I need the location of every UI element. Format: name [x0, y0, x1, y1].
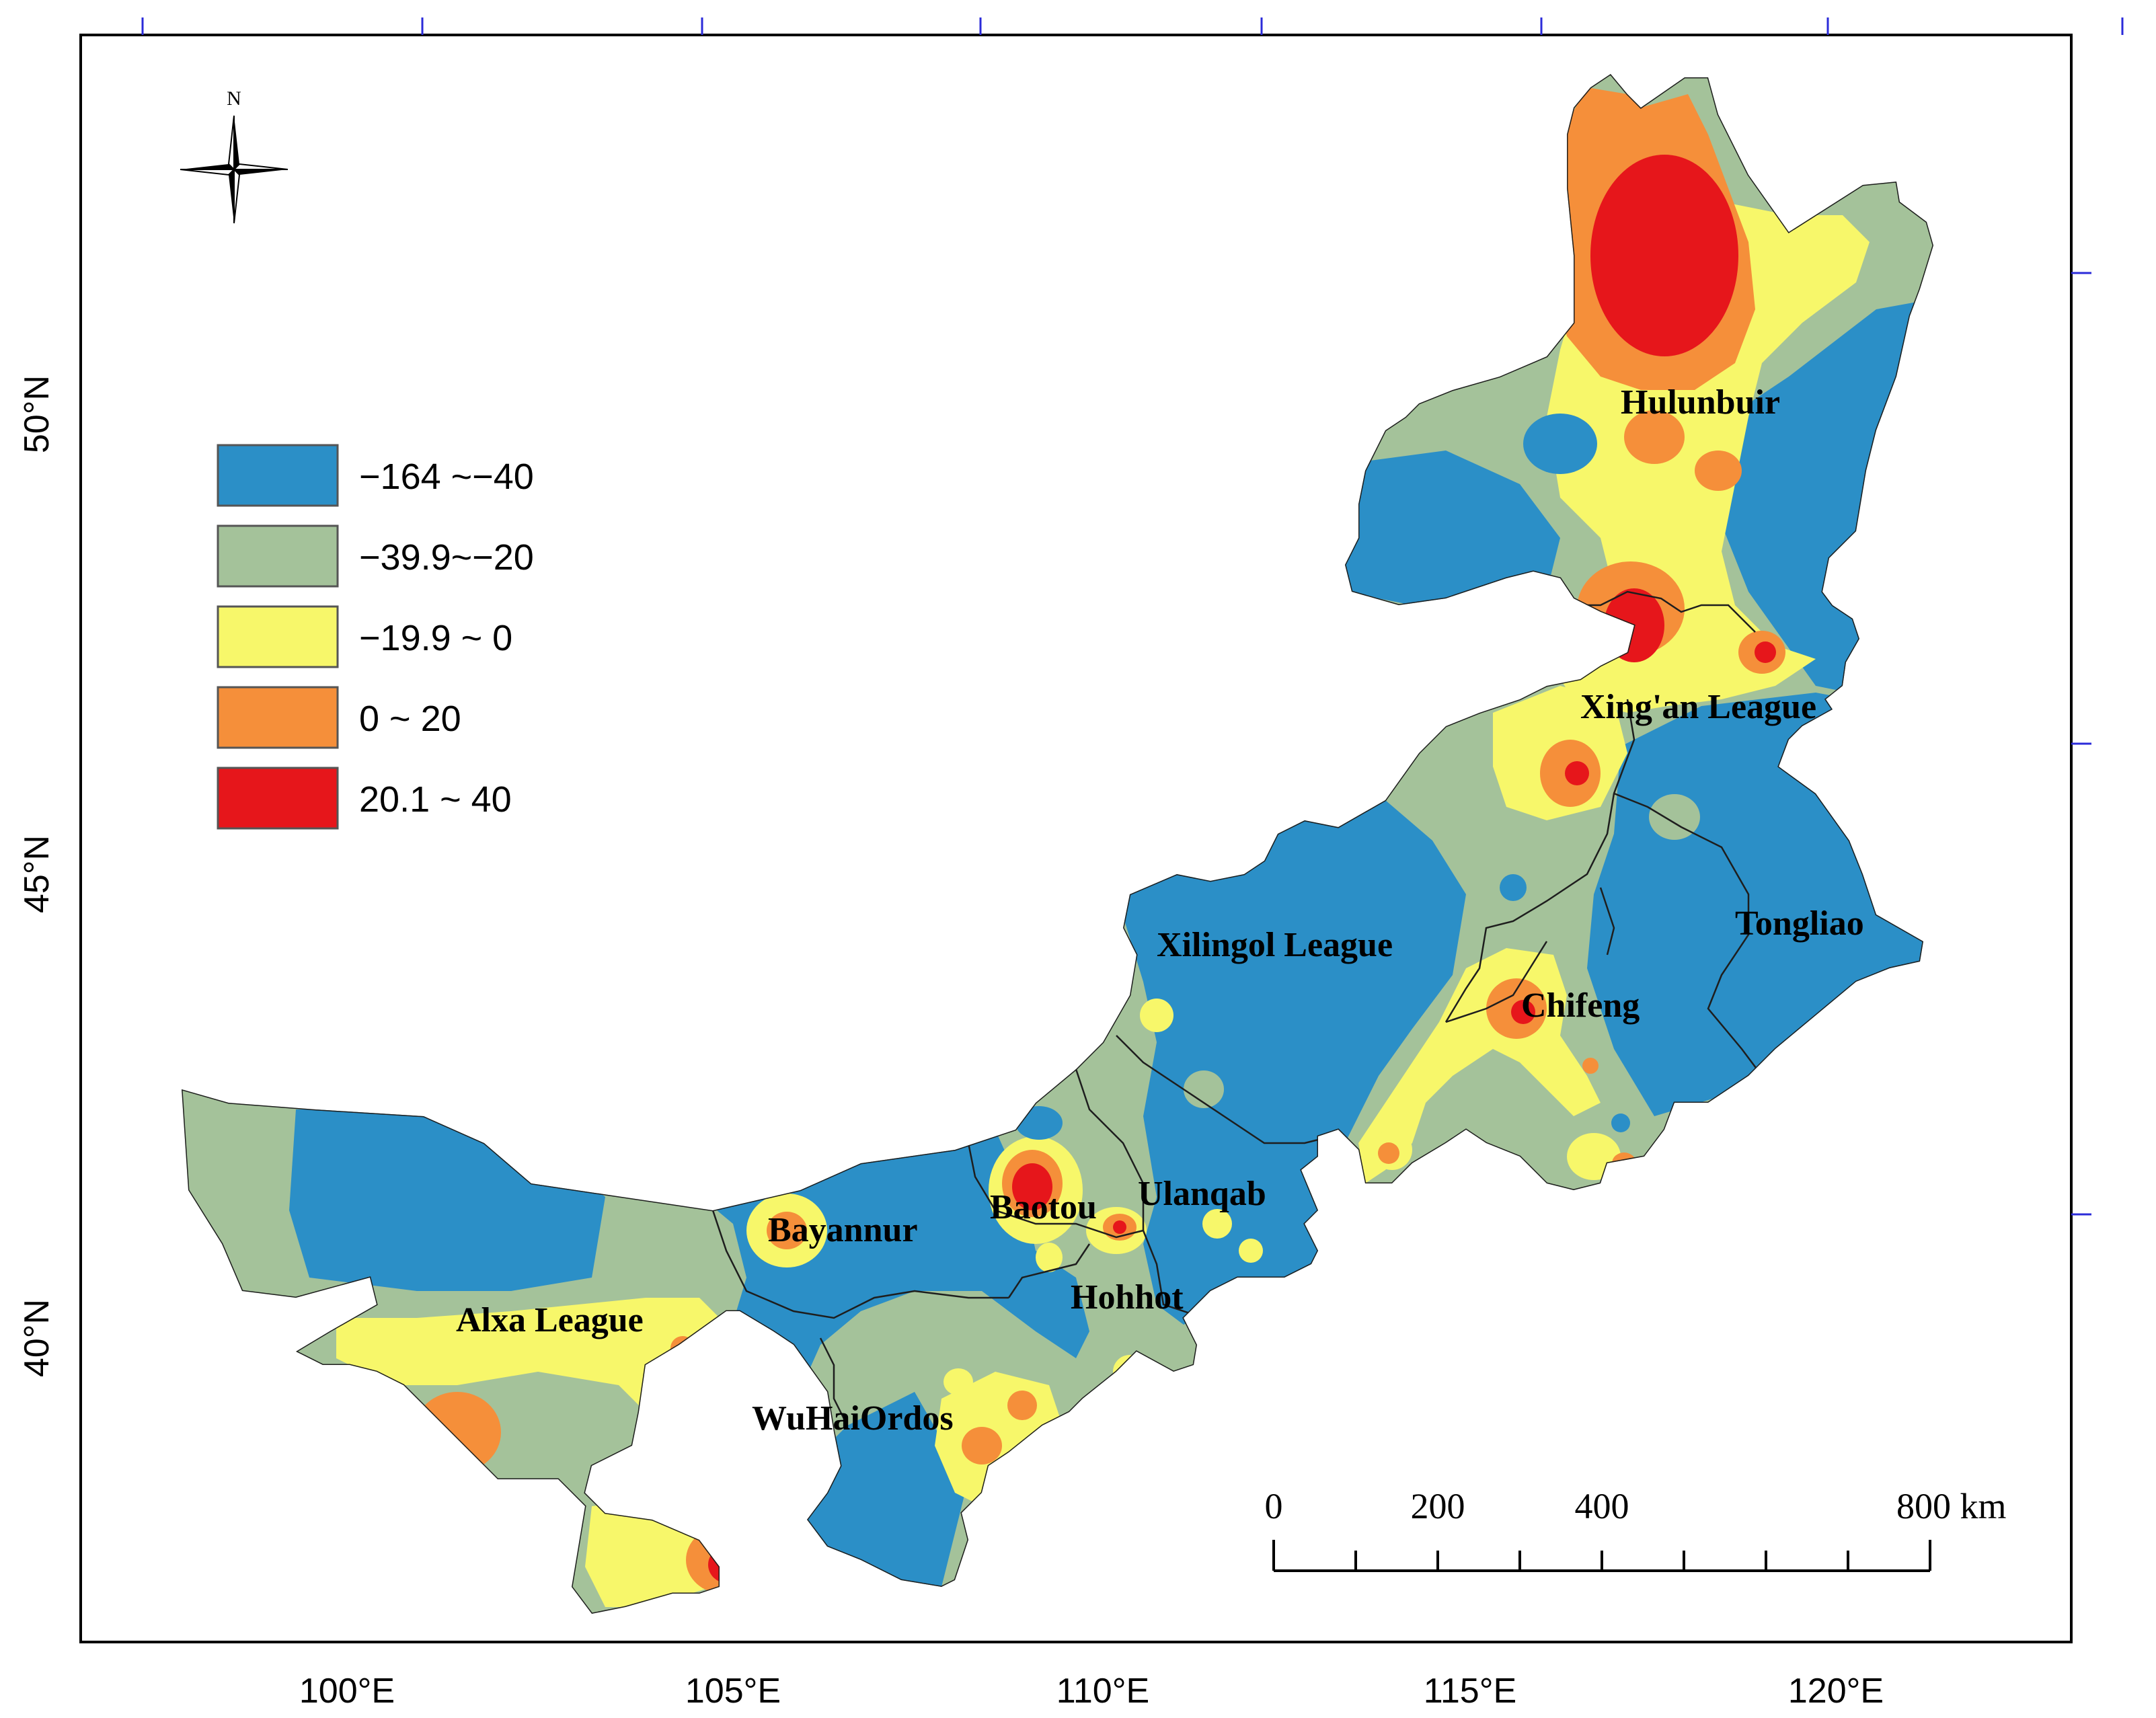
lon-label: 100°E [299, 1672, 395, 1711]
admin-boundaries [711, 590, 1763, 1426]
scale-bar: 0 200 400 800 km [1265, 1486, 2007, 1572]
scale-label-800-km: 800 km [1896, 1486, 2007, 1526]
legend-item: −164 ~−40 [217, 444, 534, 507]
legend-item: 0 ~ 20 [217, 686, 461, 749]
lat-label: 50°N [17, 375, 56, 453]
lon-label: 110°E [1056, 1672, 1149, 1711]
zone-class-2 [1184, 794, 1700, 1133]
lat-label: 45°N [17, 835, 56, 913]
region-label-baotou: Baotou [990, 1188, 1097, 1226]
region-label-hohhot: Hohhot [1071, 1278, 1184, 1317]
legend-swatch [217, 605, 339, 668]
region-label-ulanqab: Ulanqab [1138, 1175, 1266, 1213]
longitude-labels: 100°E 105°E 110°E 115°E 120°E [299, 1672, 1884, 1711]
north-label: N [227, 87, 241, 110]
top-tick-marks [141, 17, 2124, 35]
region-label-chifeng: Chifeng [1521, 986, 1640, 1025]
right-tick-marks [2071, 272, 2091, 1216]
region-label-alxa: Alxa League [456, 1301, 644, 1339]
lat-label: 40°N [17, 1299, 56, 1377]
scale-label-0: 0 [1265, 1486, 1283, 1526]
region-labels: Hulunbuir Xing'an League Tongliao Xiling… [456, 383, 1864, 1438]
legend-item: 20.1 ~ 40 [217, 767, 512, 830]
lon-label: 105°E [685, 1672, 781, 1711]
legend: −164 ~−40 −39.9~−20 −19.9 ~ 0 0 ~ 20 20.… [217, 444, 534, 830]
scale-label-400: 400 [1575, 1486, 1629, 1526]
legend-swatch [217, 686, 339, 749]
region-label-xingan: Xing'an League [1580, 688, 1816, 726]
legend-label: −164 ~−40 [359, 457, 534, 497]
legend-label: 0 ~ 20 [359, 699, 461, 739]
region-label-hulunbuir: Hulunbuir [1621, 383, 1780, 422]
region-label-bayannur: Bayannur [768, 1211, 918, 1249]
latitude-labels: 50°N 45°N 40°N [17, 375, 56, 1377]
legend-label: 20.1 ~ 40 [359, 779, 512, 820]
region-label-wuhai-ordos: WuHaiOrdos [752, 1399, 954, 1438]
lon-label: 120°E [1788, 1672, 1884, 1711]
scale-label-200: 200 [1411, 1486, 1465, 1526]
legend-label: −39.9~−20 [359, 537, 534, 578]
region-label-xilingol: Xilingol League [1157, 926, 1393, 964]
legend-label: −19.9 ~ 0 [359, 618, 512, 658]
north-arrow: N [180, 87, 288, 224]
legend-swatch [217, 767, 339, 830]
legend-item: −39.9~−20 [217, 524, 534, 588]
legend-swatch [217, 444, 339, 507]
region-label-tongliao: Tongliao [1735, 904, 1864, 943]
lon-label: 115°E [1424, 1672, 1516, 1711]
legend-swatch [217, 524, 339, 588]
legend-item: −19.9 ~ 0 [217, 605, 512, 668]
